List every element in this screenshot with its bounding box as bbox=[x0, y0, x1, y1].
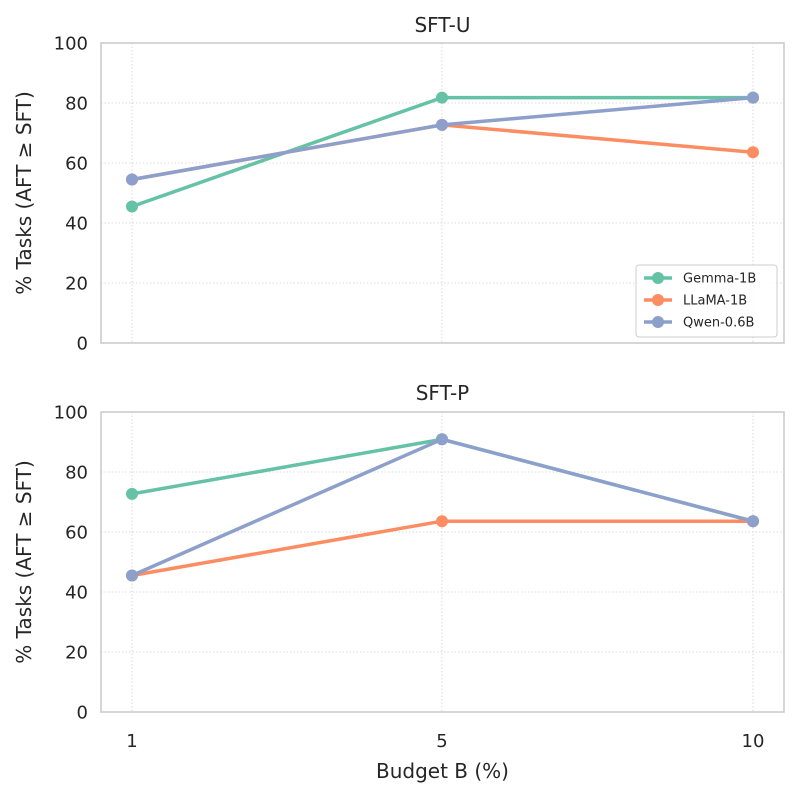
y-tick-label: 80 bbox=[65, 463, 88, 484]
y-tick-label: 80 bbox=[65, 94, 88, 115]
y-tick-label: 60 bbox=[65, 154, 88, 175]
data-point-qwen-0.6b bbox=[436, 433, 448, 446]
data-point-llama-1b bbox=[747, 146, 759, 159]
data-point-qwen-0.6b bbox=[126, 173, 138, 186]
plot-frame bbox=[100, 42, 785, 344]
data-point-qwen-0.6b bbox=[747, 515, 759, 528]
series-line-gemma-1b bbox=[130, 95, 755, 209]
y-tick-label: 20 bbox=[65, 643, 88, 664]
data-point-qwen-0.6b bbox=[126, 569, 138, 582]
y-tick-label: 100 bbox=[54, 403, 88, 424]
legend-label: Gemma-1B bbox=[683, 272, 756, 287]
data-point-gemma-1b bbox=[436, 91, 448, 104]
data-point-gemma-1b bbox=[126, 487, 138, 500]
x-tick-label: 5 bbox=[436, 731, 447, 752]
legend-box bbox=[635, 264, 778, 338]
y-tick-label: 100 bbox=[54, 34, 88, 55]
y-tick-label: 0 bbox=[77, 703, 88, 724]
series-line-qwen-0.6b bbox=[130, 437, 755, 578]
x-tick-label: 10 bbox=[742, 731, 765, 752]
chart-title: SFT-U bbox=[414, 13, 470, 37]
x-tick-label: 1 bbox=[126, 731, 137, 752]
series-line-llama-1b bbox=[130, 123, 755, 182]
legend-label: LLaMA-1B bbox=[683, 294, 747, 309]
series-line-llama-1b bbox=[130, 519, 755, 578]
data-point-qwen-0.6b bbox=[436, 118, 448, 131]
y-tick-label: 40 bbox=[65, 214, 88, 235]
y-tick-label: 20 bbox=[65, 274, 88, 295]
data-point-qwen-0.6b bbox=[747, 91, 759, 104]
legend-swatch-marker bbox=[652, 272, 664, 284]
data-point-gemma-1b bbox=[126, 200, 138, 213]
y-tick-label: 0 bbox=[77, 334, 88, 355]
chart-title: SFT-P bbox=[416, 381, 470, 405]
x-axis-label: Budget B (%) bbox=[376, 759, 509, 783]
data-point-llama-1b bbox=[436, 515, 448, 528]
chart-panel-1: 0 20 40 60 80 100 SFT-U % Tasks (AFT ≥ SFT) Gemm… bbox=[12, 13, 785, 355]
y-tick-label: 60 bbox=[65, 523, 88, 544]
plot-frame bbox=[100, 411, 785, 713]
legend-swatch-marker bbox=[652, 294, 664, 306]
chart-panel-2: 0 20 40 60 80 100 1 5 10 SFT-P % Tasks (AFT ≥ SFT)… bbox=[12, 381, 785, 783]
series-line-qwen-0.6b bbox=[130, 95, 755, 182]
y-tick-label: 40 bbox=[65, 583, 88, 604]
y-axis-label: % Tasks (AFT ≥ SFT) bbox=[12, 460, 36, 664]
legend: Gemma-1B LLaMA-1B Qwen-0.6B bbox=[635, 264, 778, 338]
legend-label: Qwen-0.6B bbox=[683, 316, 754, 331]
y-axis-label: % Tasks (AFT ≥ SFT) bbox=[12, 91, 36, 295]
legend-swatch-marker bbox=[652, 316, 664, 328]
series-line-gemma-1b bbox=[130, 437, 755, 523]
